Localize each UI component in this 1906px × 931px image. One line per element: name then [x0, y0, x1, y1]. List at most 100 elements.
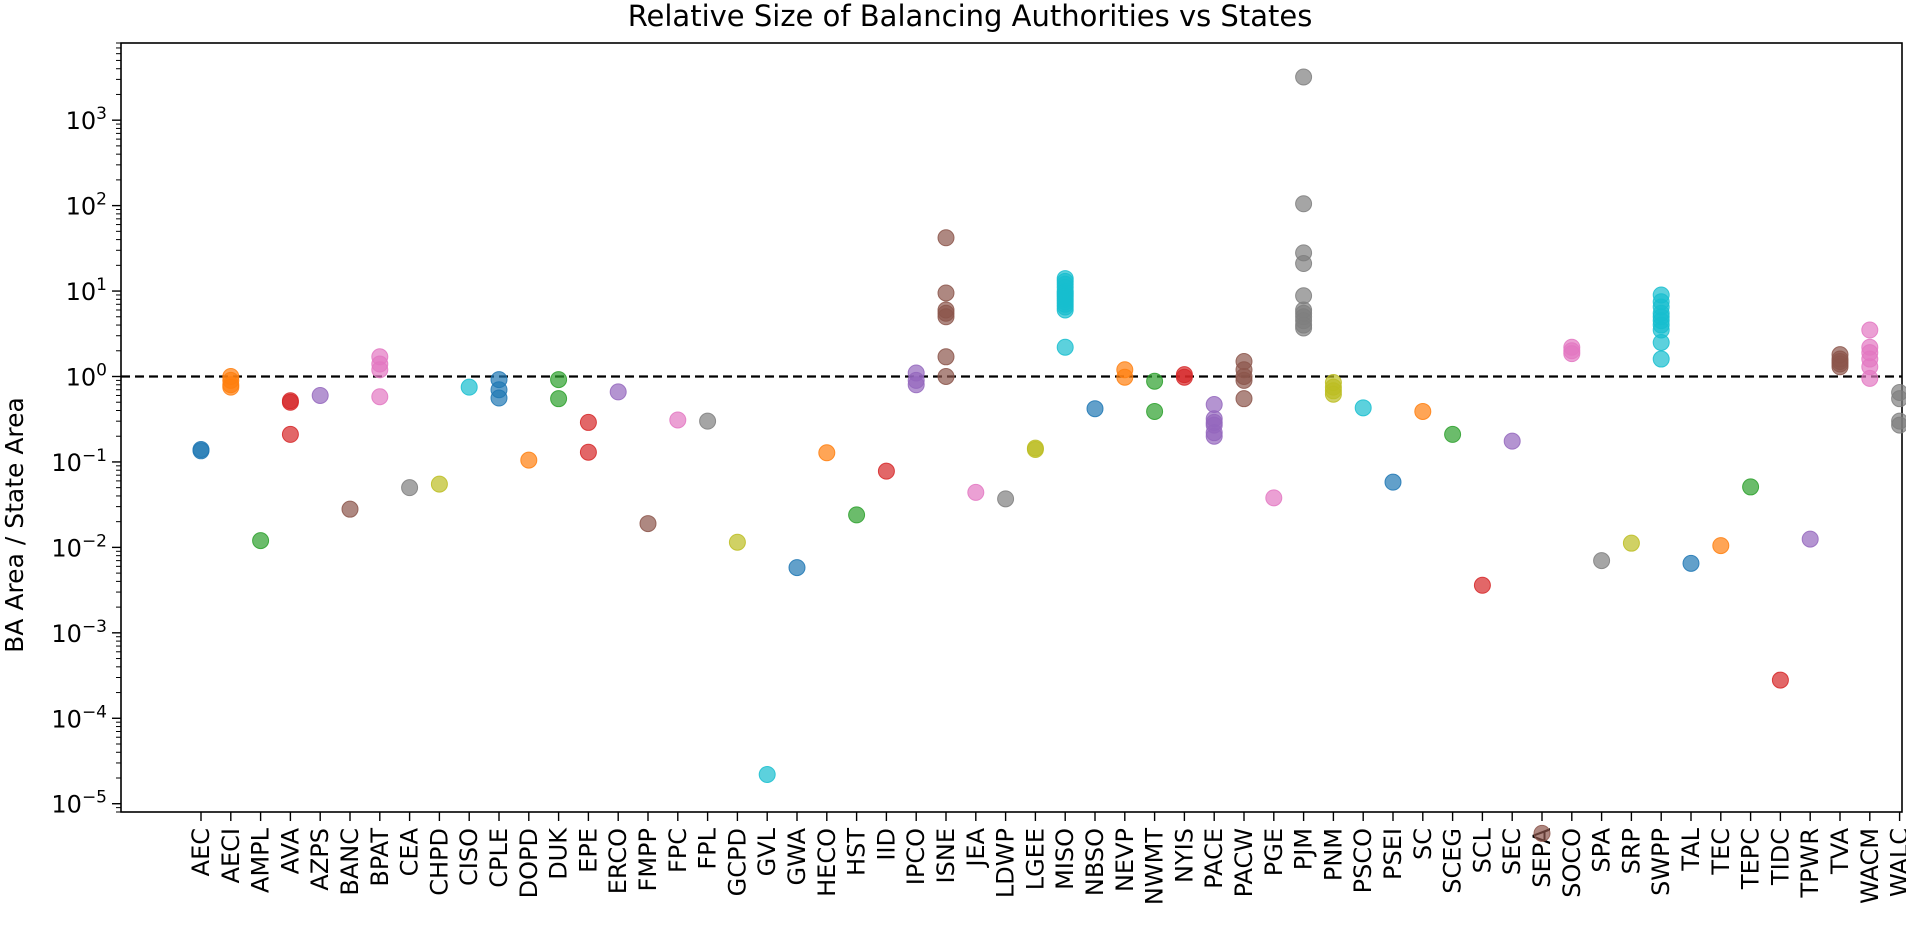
- x-tick-label: TIDC: [1766, 828, 1794, 886]
- data-point: [1146, 402, 1164, 420]
- data-point: [669, 411, 687, 429]
- x-tick-label: HST: [843, 828, 871, 876]
- y-tick-label: 10−3: [51, 617, 107, 648]
- data-point: [341, 500, 359, 518]
- data-point: [550, 390, 568, 408]
- x-tick-label: LGEE: [1021, 828, 1049, 890]
- x-tick-label: ISNE: [932, 828, 960, 883]
- data-point: [371, 388, 389, 406]
- data-point: [579, 443, 597, 461]
- x-tick-label: FPL: [694, 827, 722, 869]
- data-point: [1503, 432, 1521, 450]
- data-point: [1205, 427, 1223, 445]
- data-point: [1682, 554, 1700, 572]
- x-tick-label: IID: [872, 828, 900, 861]
- x-tick-label: WACM: [1856, 828, 1884, 904]
- data-point: [1295, 68, 1313, 86]
- x-tick-label: SOCO: [1558, 828, 1586, 898]
- x-tick-label: BPAT: [366, 828, 394, 887]
- x-tick-label: PACE: [1200, 828, 1228, 889]
- data-point: [401, 479, 419, 497]
- data-point: [520, 451, 538, 469]
- x-tick-label: GVL: [753, 827, 781, 876]
- x-tick-label: TAL: [1677, 827, 1705, 871]
- x-tick-label: NWMT: [1141, 828, 1169, 905]
- data-point: [937, 367, 955, 385]
- data-point: [1891, 390, 1906, 408]
- data-point: [1384, 473, 1402, 491]
- x-tick-label: LDWP: [992, 828, 1020, 898]
- y-tick-label: 10−5: [51, 788, 107, 819]
- data-point: [579, 413, 597, 431]
- data-point: [1086, 400, 1104, 418]
- x-tick-label: JEA: [962, 827, 990, 868]
- data-point: [1205, 396, 1223, 414]
- data-point: [1652, 350, 1670, 368]
- data-point: [222, 378, 240, 396]
- y-axis-label: BA Area / State Area: [0, 397, 29, 653]
- data-point: [1891, 416, 1906, 434]
- data-point: [1056, 301, 1074, 319]
- data-point: [1146, 372, 1164, 390]
- data-point: [1742, 478, 1760, 496]
- data-point: [1861, 369, 1879, 387]
- x-tick-label: NEVP: [1111, 828, 1139, 892]
- data-point: [550, 371, 568, 389]
- chart-title: Relative Size of Balancing Authorities v…: [628, 0, 1313, 33]
- x-tick-label: MISO: [1051, 828, 1079, 890]
- data-point: [758, 765, 776, 783]
- x-tick-label: SWPP: [1647, 828, 1675, 896]
- data-point: [1026, 439, 1044, 457]
- y-tick-label: 103: [66, 104, 107, 135]
- data-point: [1295, 287, 1313, 305]
- x-tick-label: TVA: [1826, 827, 1854, 875]
- x-tick-label: NYIS: [1170, 828, 1198, 883]
- data-point: [609, 383, 627, 401]
- y-tick-label: 101: [66, 275, 107, 306]
- y-tick-label: 10−2: [51, 531, 107, 562]
- x-tick-label: CPLE: [485, 828, 513, 888]
- data-point: [1712, 537, 1730, 555]
- data-point: [907, 376, 925, 394]
- data-point: [1771, 671, 1789, 689]
- x-tick-label: TPWR: [1796, 828, 1824, 899]
- x-tick-label: TEC: [1707, 828, 1735, 876]
- x-tick-label: PNM: [1319, 828, 1347, 881]
- x-tick-label: GWA: [783, 827, 811, 885]
- x-tick-label: WALC: [1886, 828, 1906, 897]
- x-tick-label: DOPD: [515, 828, 543, 898]
- x-tick-label: IPCO: [902, 828, 930, 885]
- x-tick-label: SPA: [1588, 827, 1616, 872]
- x-tick-label: TEPC: [1737, 828, 1765, 890]
- data-point: [848, 506, 866, 524]
- data-point: [1235, 390, 1253, 408]
- data-point: [1622, 534, 1640, 552]
- data-point: [1533, 824, 1551, 842]
- x-tick-label: AZPS: [306, 828, 334, 891]
- x-tick-label: NBSO: [1081, 828, 1109, 896]
- x-tick-label: AMPL: [247, 827, 275, 893]
- data-point: [1414, 402, 1432, 420]
- x-tick-label: DUK: [545, 827, 573, 880]
- x-tick-label: PGE: [1260, 828, 1288, 876]
- x-tick-label: CEA: [396, 827, 424, 876]
- data-point: [311, 386, 329, 404]
- data-point: [1444, 425, 1462, 443]
- y-tick-label: 100: [66, 360, 107, 391]
- x-tick-label: SRP: [1617, 828, 1645, 874]
- data-point: [281, 425, 299, 443]
- data-point: [1861, 321, 1879, 339]
- data-point: [1265, 489, 1283, 507]
- x-tick-label: AVA: [276, 827, 304, 874]
- data-point: [967, 483, 985, 501]
- data-point: [728, 533, 746, 551]
- y-tick-label: 102: [66, 190, 107, 221]
- data-point: [1056, 338, 1074, 356]
- data-point: [1801, 530, 1819, 548]
- data-point: [639, 515, 657, 533]
- data-point: [490, 389, 508, 407]
- x-tick-label: BANC: [336, 828, 364, 896]
